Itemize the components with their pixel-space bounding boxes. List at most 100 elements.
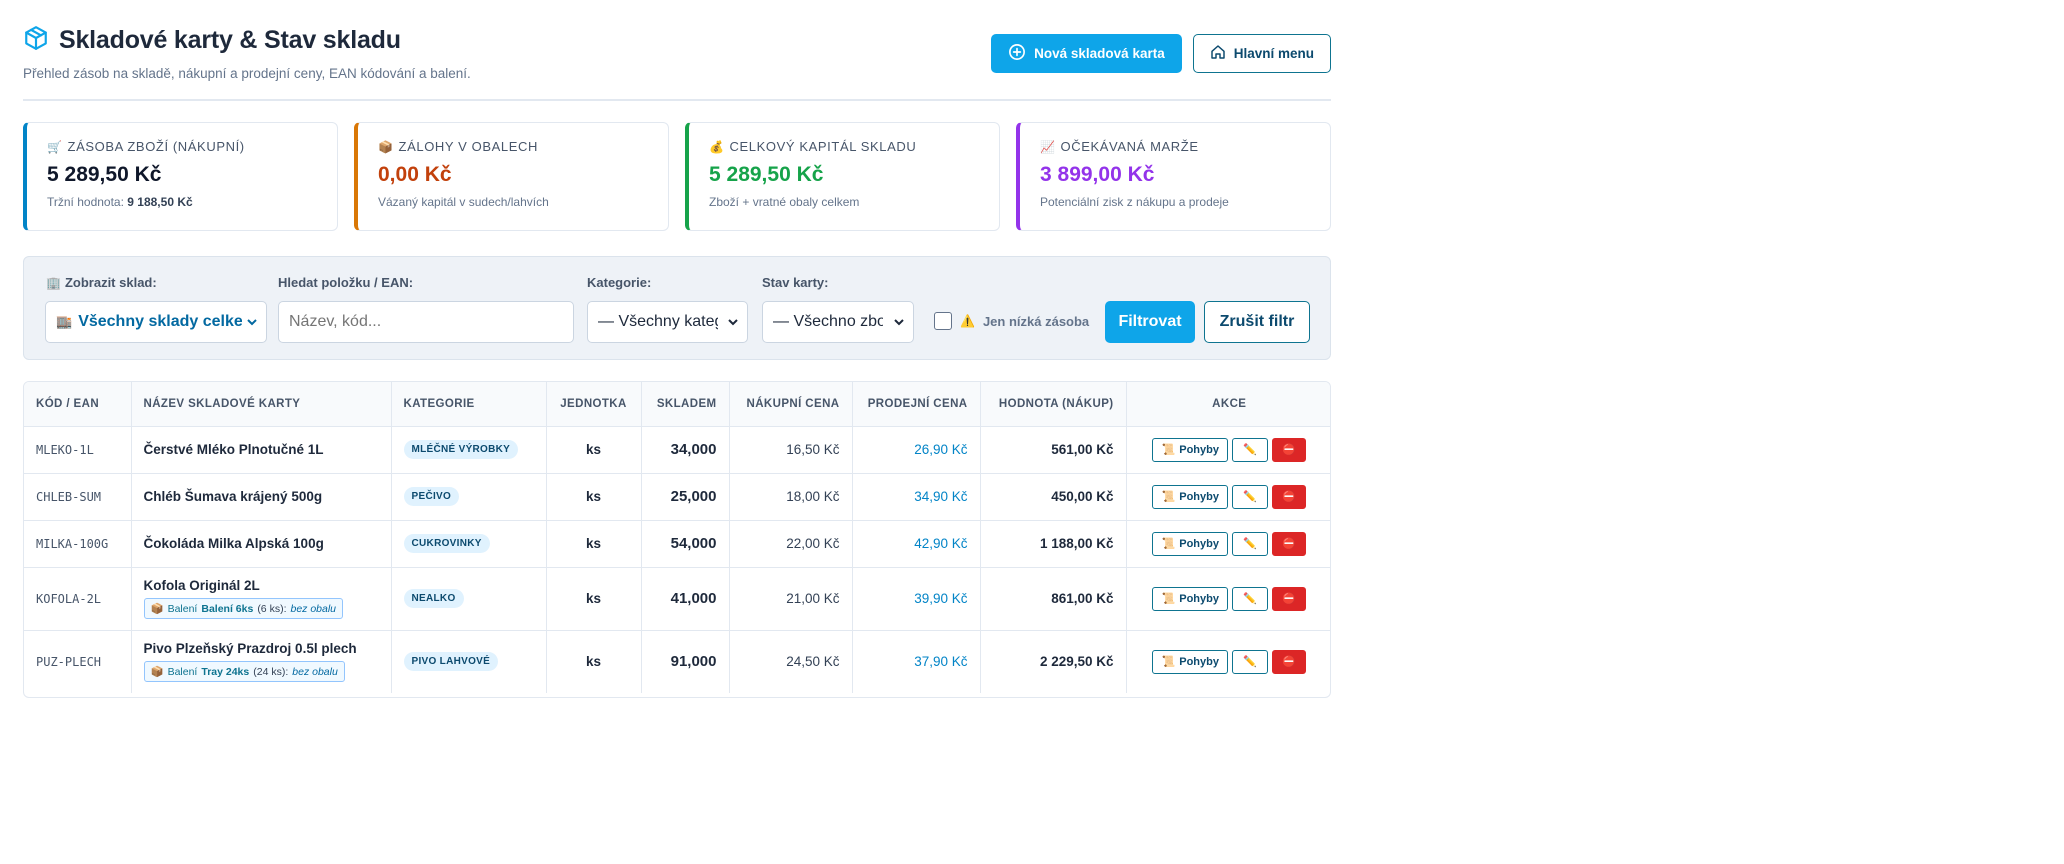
cart-icon: 🛒 <box>47 139 63 154</box>
page-subtitle: Přehled zásob na skladě, nákupní a prode… <box>23 66 471 81</box>
scroll-icon: 📜 <box>1161 491 1176 503</box>
moves-button[interactable]: 📜 Pohyby <box>1152 437 1229 462</box>
warehouse-select[interactable]: 🏬 Všechny sklady celkem <box>45 301 267 343</box>
row-sell-price: 42,90 Kč <box>852 520 981 568</box>
package-name: Balení 6ks <box>201 602 254 615</box>
col-sell-price[interactable]: PRODEJNÍ CENA <box>852 382 981 427</box>
row-actions: 📜 Pohyby ✏️ ⛔ <box>1126 630 1330 693</box>
row-name: Chléb Šumava krájený 500g <box>131 473 392 521</box>
row-name: Kofola Originál 2L <box>143 578 260 593</box>
moves-label: Pohyby <box>1179 490 1219 503</box>
filter-bar: 🏢 Zobrazit sklad: 🏬 Všechny sklady celke… <box>23 256 1331 360</box>
row-unit: ks <box>546 630 642 693</box>
chevron-down-icon <box>723 314 739 335</box>
row-total: 2 229,50 Kč <box>980 630 1127 693</box>
stat-sub: Vázaný kapitál v sudech/lahvích <box>378 195 549 209</box>
category-badge: CUKROVINKY <box>403 534 490 553</box>
row-stock: 91,000 <box>641 630 730 693</box>
row-buy-price: 16,50 Kč <box>729 426 853 474</box>
edit-button[interactable]: ✏️ <box>1232 531 1269 556</box>
col-category[interactable]: KATEGORIE <box>391 382 547 427</box>
no-entry-icon: ⛔ <box>1282 656 1297 669</box>
search-input[interactable] <box>278 301 574 343</box>
row-sell-price: 37,90 Kč <box>852 630 981 693</box>
table-row[interactable]: CHLEB-SUM Chléb Šumava krájený 500g PEČI… <box>24 473 1330 521</box>
row-stock: 34,000 <box>641 426 730 474</box>
moves-label: Pohyby <box>1179 537 1219 550</box>
package-icon: 📦 <box>378 139 394 154</box>
row-name: Čerstvé Mléko Plnotučné 1L <box>131 426 392 474</box>
plus-circle-icon <box>1008 43 1026 64</box>
row-category-cell: CUKROVINKY <box>391 520 547 568</box>
delete-button[interactable]: ⛔ <box>1272 586 1307 611</box>
table-row[interactable]: MLEKO-1L Čerstvé Mléko Plnotučné 1L MLÉČ… <box>24 426 1330 474</box>
row-total: 450,00 Kč <box>980 473 1127 521</box>
main-menu-button[interactable]: Hlavní menu <box>1192 34 1331 73</box>
stat-value: 5 289,50 Kč <box>709 163 824 186</box>
category-badge: PEČIVO <box>403 487 460 506</box>
stat-sub: Potenciální zisk z nákupu a prodeje <box>1040 195 1229 209</box>
pencil-icon: ✏️ <box>1243 538 1258 550</box>
warehouse-select-value: Všechny sklady celkem <box>78 313 249 330</box>
category-badge: MLÉČNÉ VÝROBKY <box>403 440 519 459</box>
row-unit: ks <box>546 426 642 474</box>
package-badge: 📦 Balení Balení 6ks (6 ks): bez obalu <box>143 598 344 619</box>
low-stock-toggle: ⚠️ Jen nízká zásoba <box>934 312 1089 330</box>
table-row[interactable]: PUZ-PLECH Pivo Plzeňský Prazdroj 0.5l pl… <box>24 630 1330 693</box>
edit-button[interactable]: ✏️ <box>1232 649 1269 674</box>
row-stock: 25,000 <box>641 473 730 521</box>
row-buy-price: 24,50 Kč <box>729 630 853 693</box>
stat-label: CELKOVÝ KAPITÁL SKLADU <box>729 139 917 154</box>
row-name-cell: Kofola Originál 2L 📦 Balení Balení 6ks (… <box>131 567 392 631</box>
col-actions: AKCE <box>1126 382 1330 427</box>
delete-button[interactable]: ⛔ <box>1272 649 1307 674</box>
no-entry-icon: ⛔ <box>1282 491 1297 503</box>
row-stock: 41,000 <box>641 567 730 631</box>
scroll-icon: 📜 <box>1161 593 1176 605</box>
edit-button[interactable]: ✏️ <box>1232 586 1269 611</box>
col-unit[interactable]: JEDNOTKA <box>546 382 642 427</box>
filter-button[interactable]: Filtrovat <box>1105 301 1195 343</box>
row-category-cell: PIVO LAHVOVÉ <box>391 630 547 693</box>
row-code: PUZ-PLECH <box>24 630 132 693</box>
delete-button[interactable]: ⛔ <box>1272 531 1307 556</box>
moves-button[interactable]: 📜 Pohyby <box>1152 531 1229 556</box>
edit-button[interactable]: ✏️ <box>1232 484 1269 509</box>
reset-filter-button[interactable]: Zrušit filtr <box>1204 301 1310 343</box>
category-select[interactable]: — Všechny kategorie <box>587 301 748 343</box>
row-name: Čokoláda Milka Alpská 100g <box>131 520 392 568</box>
new-card-button[interactable]: Nová skladová karta <box>991 34 1182 73</box>
col-buy-price[interactable]: NÁKUPNÍ CENA <box>729 382 853 427</box>
status-select[interactable]: — Všechno zboží <box>762 301 914 343</box>
col-stock[interactable]: SKLADEM <box>641 382 730 427</box>
col-code[interactable]: KÓD / EAN <box>24 382 132 427</box>
pencil-icon: ✏️ <box>1243 491 1258 503</box>
delete-button[interactable]: ⛔ <box>1272 484 1307 509</box>
moves-button[interactable]: 📜 Pohyby <box>1152 484 1229 509</box>
status-label: Stav karty: <box>762 275 829 290</box>
row-actions: 📜 Pohyby ✏️ ⛔ <box>1126 520 1330 568</box>
money-bag-icon: 💰 <box>709 139 725 154</box>
scroll-icon: 📜 <box>1161 444 1176 456</box>
table-row[interactable]: MILKA-100G Čokoláda Milka Alpská 100g CU… <box>24 520 1330 568</box>
col-total-value[interactable]: HODNOTA (NÁKUP) <box>980 382 1127 427</box>
stat-card-stock: 🛒 ZÁSOBA ZBOŽÍ (NÁKUPNÍ) 5 289,50 Kč Tržn… <box>23 122 338 231</box>
edit-button[interactable]: ✏️ <box>1232 437 1269 462</box>
delete-button[interactable]: ⛔ <box>1272 437 1307 462</box>
category-select-value: — Všechny kategorie <box>598 313 718 330</box>
low-stock-checkbox[interactable] <box>934 312 952 330</box>
building-icon: 🏢 <box>46 275 61 290</box>
stat-value: 0,00 Kč <box>378 163 452 186</box>
stat-card-margin: 📈 OČEKÁVANÁ MARŽE 3 899,00 Kč Potenciální… <box>1016 122 1331 231</box>
warehouse-filter-label: 🏢 Zobrazit sklad: <box>46 275 157 290</box>
status-select-value: — Všechno zboží <box>773 313 883 330</box>
moves-button[interactable]: 📜 Pohyby <box>1152 649 1229 674</box>
stat-value: 5 289,50 Kč <box>47 163 162 186</box>
row-total: 1 188,00 Kč <box>980 520 1127 568</box>
moves-button[interactable]: 📜 Pohyby <box>1152 586 1229 611</box>
table-header-row: KÓD / EAN NÁZEV SKLADOVÉ KARTY KATEGORIE… <box>24 382 1330 427</box>
col-name[interactable]: NÁZEV SKLADOVÉ KARTY <box>131 382 392 427</box>
chevron-down-icon <box>889 314 905 335</box>
table-row[interactable]: KOFOLA-2L Kofola Originál 2L 📦 Balení Ba… <box>24 567 1330 631</box>
no-entry-icon: ⛔ <box>1282 444 1297 456</box>
